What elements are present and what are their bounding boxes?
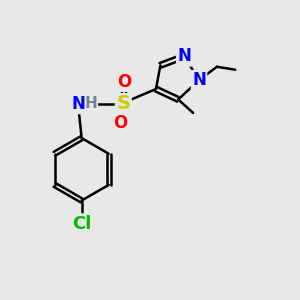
Text: O: O bbox=[118, 73, 132, 91]
Text: N: N bbox=[177, 47, 191, 65]
Text: O: O bbox=[113, 114, 127, 132]
Text: N: N bbox=[192, 71, 206, 89]
Text: S: S bbox=[116, 94, 130, 113]
Text: H: H bbox=[84, 96, 97, 111]
Text: N: N bbox=[71, 95, 85, 113]
Text: Cl: Cl bbox=[72, 215, 91, 233]
